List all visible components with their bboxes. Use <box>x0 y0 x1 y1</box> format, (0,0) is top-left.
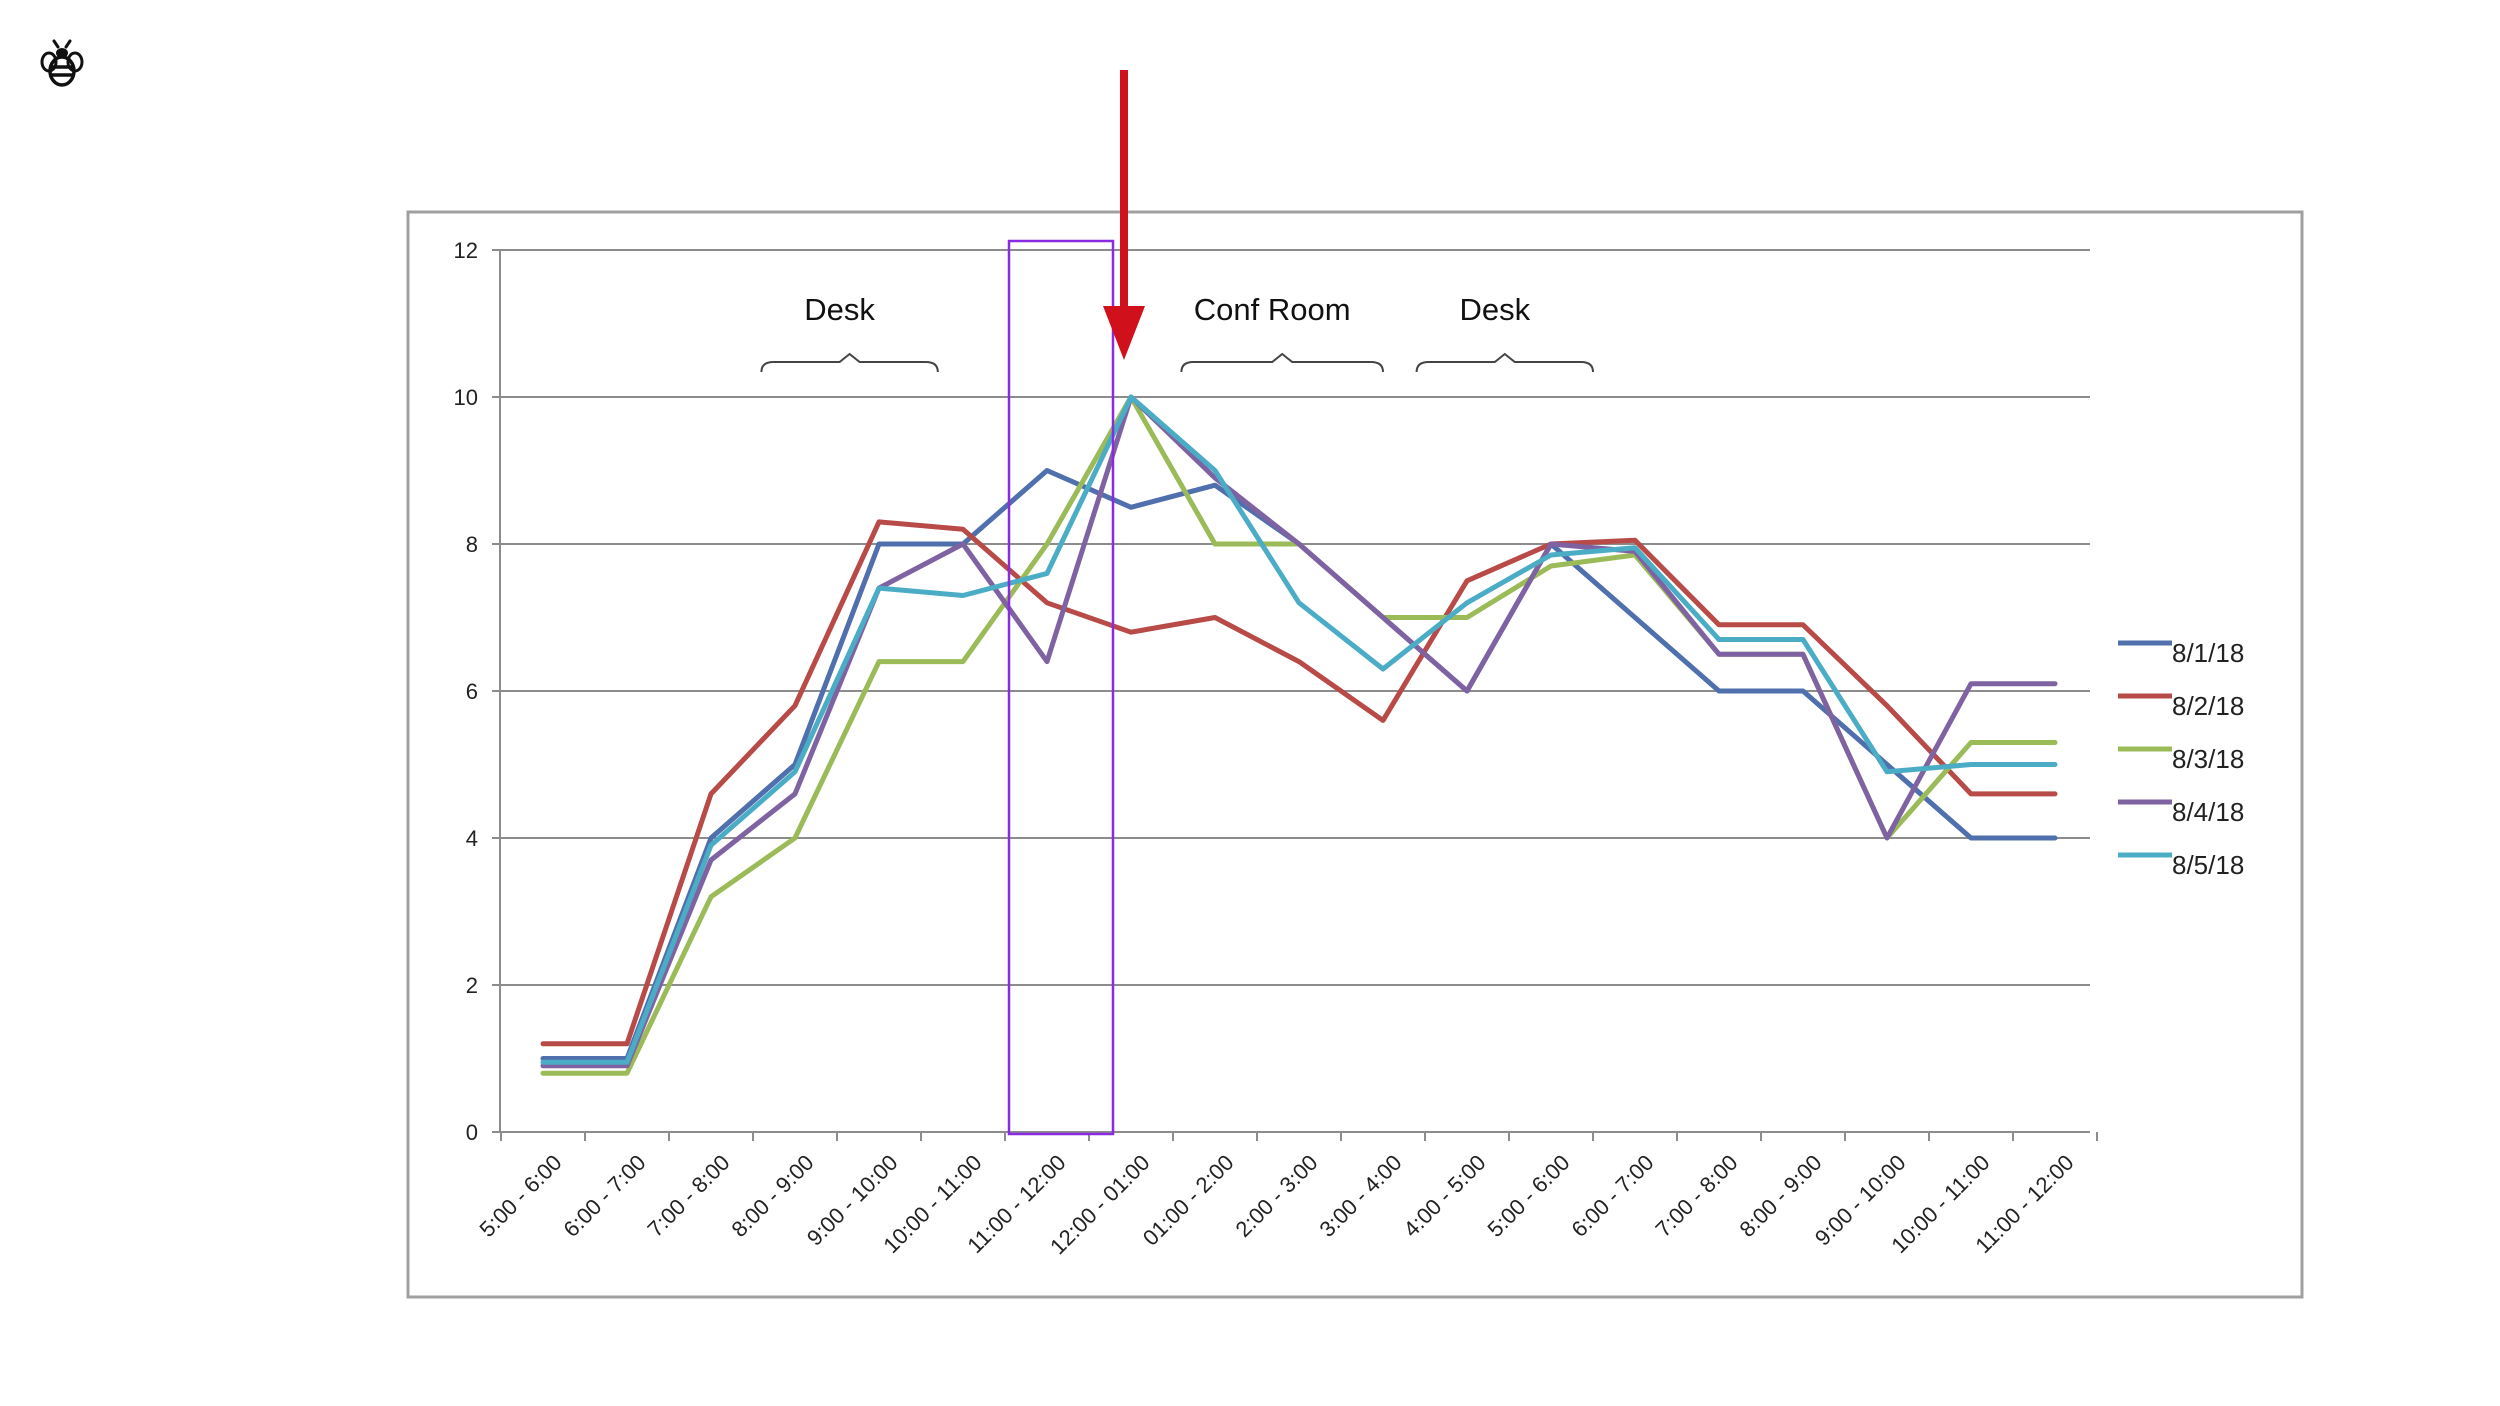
legend-label: 8/5/18 <box>2172 850 2244 880</box>
annotation-label: Desk <box>804 292 875 327</box>
y-tick-label: 8 <box>466 532 478 557</box>
annotation-bracket <box>1415 352 1594 373</box>
series-line-8/5/18 <box>540 394 2058 1065</box>
y-tick-label: 0 <box>466 1120 478 1145</box>
bee-icon <box>40 39 84 87</box>
y-tick-label: 4 <box>466 826 478 851</box>
annotation-label: Conf Room <box>1194 292 1351 327</box>
legend-label: 8/3/18 <box>2172 744 2244 774</box>
y-tick-label: 10 <box>454 385 478 410</box>
legend-label: 8/4/18 <box>2172 797 2244 827</box>
y-tick-label: 12 <box>454 238 478 263</box>
y-tick-label: 6 <box>466 679 478 704</box>
y-tick-label: 2 <box>466 973 478 998</box>
arrow-head <box>1103 306 1145 360</box>
highlight-box <box>1007 239 1115 1136</box>
legend-label: 8/2/18 <box>2172 691 2244 721</box>
chart-frame <box>406 210 2304 1299</box>
series-line-8/2/18 <box>540 519 2058 1047</box>
annotation-bracket <box>1180 352 1384 373</box>
legend-label: 8/1/18 <box>2172 638 2244 668</box>
annotation-bracket <box>760 352 939 373</box>
annotation-label: Desk <box>1459 292 1530 327</box>
series-line-8/4/18 <box>540 394 2058 1069</box>
